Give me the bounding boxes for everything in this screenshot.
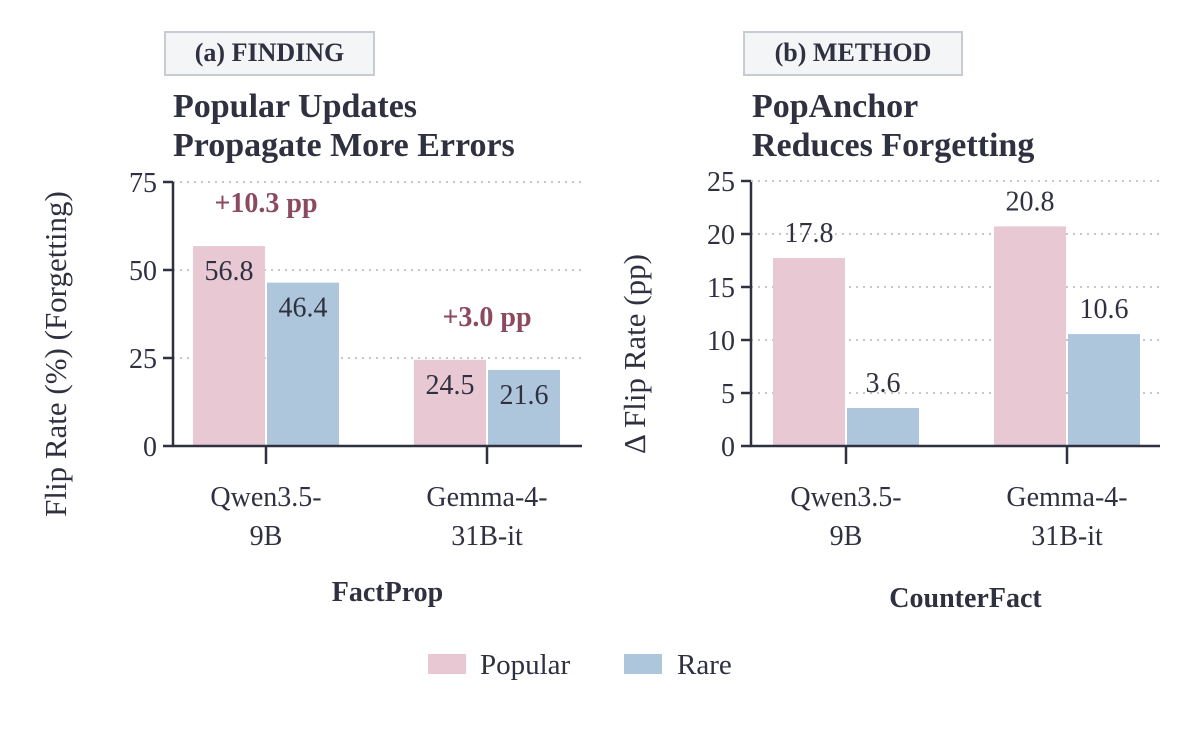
panel-badge — [743, 31, 963, 76]
bar-value-label: 10.6 — [1080, 294, 1129, 325]
bar-rare — [847, 407, 919, 446]
x-tick-label: 31B-it — [451, 521, 523, 552]
bar-value-label: 56.8 — [205, 256, 254, 287]
legend-swatch-popular — [428, 654, 466, 674]
x-tick-label: 9B — [830, 521, 863, 552]
x-tick-label: Qwen3.5- — [210, 482, 321, 513]
y-tick-label: 15 — [707, 273, 735, 304]
chart-title-line: Propagate More Errors — [173, 127, 515, 164]
bar-popular — [773, 258, 845, 446]
y-axis-label: Flip Rate (%) (Forgetting) — [38, 191, 73, 517]
bar-value-label: 21.6 — [500, 380, 549, 411]
x-tick-label: Gemma-4- — [1006, 482, 1127, 513]
y-tick-label: 25 — [129, 344, 157, 375]
chart-title-line: PopAnchor — [752, 88, 918, 125]
y-axis-label: Δ Flip Rate (pp) — [617, 254, 652, 454]
bar-popular — [994, 226, 1066, 446]
y-tick-label: 10 — [707, 326, 735, 357]
bar-rare — [488, 369, 560, 446]
panel-badge-label: (a) FINDING — [195, 38, 345, 67]
bar-value-label: 24.5 — [426, 370, 475, 401]
y-tick-label: 0 — [143, 432, 157, 463]
panel-badge-label: (b) METHOD — [775, 38, 932, 67]
bar-value-label: 3.6 — [866, 368, 901, 399]
bar-rare — [1068, 334, 1140, 446]
legend-label-popular: Popular — [480, 649, 571, 681]
bar-value-label: 17.8 — [785, 218, 834, 249]
panel-badge — [164, 31, 375, 76]
x-tick-label: Gemma-4- — [426, 482, 547, 513]
y-tick-label: 25 — [707, 167, 735, 198]
x-tick-label: 31B-it — [1031, 521, 1103, 552]
chart-title-line: Popular Updates — [173, 88, 417, 125]
legend: Popular Rare — [428, 649, 732, 681]
chart-title-line: Reduces Forgetting — [752, 127, 1034, 164]
y-tick-label: 50 — [129, 256, 157, 287]
difference-annotation: +10.3 pp — [214, 188, 317, 219]
y-tick-label: 75 — [129, 168, 157, 199]
x-axis-label: CounterFact — [889, 583, 1042, 614]
y-tick-label: 0 — [721, 432, 735, 463]
difference-annotation: +3.0 pp — [442, 302, 531, 333]
x-tick-label: 9B — [250, 521, 283, 552]
bar-popular — [193, 246, 265, 446]
bar-rare — [267, 282, 339, 446]
legend-swatch-rare — [624, 654, 662, 674]
y-tick-label: 20 — [707, 220, 735, 251]
bar-popular — [414, 359, 486, 446]
legend-label-rare: Rare — [677, 649, 732, 681]
bar-value-label: 20.8 — [1006, 186, 1055, 217]
bar-value-label: 46.4 — [279, 293, 328, 324]
y-tick-label: 5 — [721, 379, 735, 410]
x-tick-label: Qwen3.5- — [790, 482, 901, 513]
x-axis-label: FactProp — [332, 577, 443, 608]
